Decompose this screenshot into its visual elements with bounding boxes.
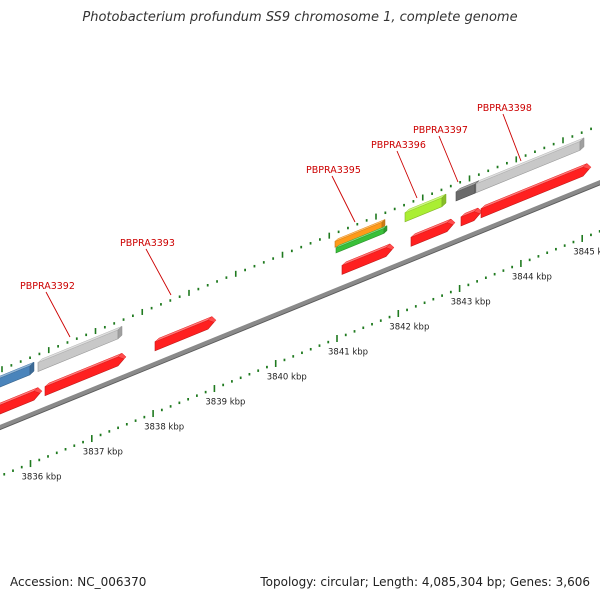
gene-label-pointer	[438, 135, 459, 183]
gene-label: PBPRA3395	[306, 165, 361, 176]
upper-track-ticks	[1, 127, 592, 373]
backbone-line	[0, 180, 600, 430]
cds-feature-tip-top	[207, 316, 217, 323]
scale-label: 3844 kbp	[512, 272, 552, 282]
gene-label-pointer	[502, 113, 522, 162]
scale-labels: 3836 kbp 3837 kbp 3838 kbp 3839 kbp 3840 kbp…	[22, 247, 600, 482]
gene-label-pointer	[331, 175, 356, 223]
scale-label: 3836 kbp	[22, 473, 62, 483]
gene-label-pointer	[45, 291, 71, 338]
cds-feature	[341, 243, 395, 275]
scale-label: 3841 kbp	[328, 348, 368, 358]
gene-labels: PBPRA3392 PBPRA3393 PBPRA3395 PBPRA3396 PBPR…	[20, 103, 532, 338]
page-title: Photobacterium profundum SS9 chromosome …	[82, 10, 518, 25]
gene-feature-green	[335, 225, 388, 254]
cds-feature	[0, 387, 43, 415]
cds-feature	[480, 163, 592, 219]
gene-feature-gray	[37, 325, 123, 372]
cds-feature	[460, 207, 483, 227]
cds-feature	[44, 352, 127, 397]
genome-summary-text: Topology: circular; Length: 4,085,304 bp…	[260, 575, 590, 589]
gene-feature-blue-face	[0, 365, 31, 388]
gene-feature-orange-end	[381, 218, 386, 229]
gene-feature-gray-2-end	[579, 137, 585, 151]
gene-feature-gray-2	[475, 137, 585, 194]
gene-label: PBPRA3397	[413, 125, 468, 136]
gene-features	[0, 137, 592, 415]
cds-feature-face	[460, 211, 481, 227]
cds-feature-tip-top	[446, 218, 456, 225]
gene-label: PBPRA3393	[120, 238, 175, 249]
scale-label: 3842 kbp	[389, 322, 429, 332]
chromosome-backbone	[0, 180, 600, 431]
scale-label: 3840 kbp	[267, 373, 307, 383]
gene-feature-gray-end	[117, 325, 123, 340]
gene-label-pointer	[145, 248, 172, 296]
cds-feature	[154, 316, 217, 352]
scale-ruler	[3, 230, 600, 476]
cds-feature-top	[480, 163, 588, 209]
cds-feature-tip-top	[117, 352, 127, 360]
scale-label: 3837 kbp	[83, 448, 123, 458]
gene-feature-orange	[334, 218, 386, 248]
gene-feature-green-end	[383, 225, 388, 234]
gene-label: PBPRA3398	[477, 103, 532, 114]
gene-label: PBPRA3392	[20, 281, 75, 292]
scale-label: 3839 kbp	[205, 398, 245, 408]
gene-feature-blue	[0, 361, 35, 388]
gene-label: PBPRA3396	[371, 140, 426, 151]
gene-feature-dark	[455, 180, 480, 202]
accession-text: Accession: NC_006370	[10, 575, 147, 589]
gene-feature-gray-top	[37, 326, 123, 363]
scale-label: 3838 kbp	[144, 423, 184, 433]
scale-label: 3843 kbp	[451, 297, 491, 307]
scale-label: 3845 kbp	[573, 247, 600, 257]
gene-feature-blue-end	[29, 361, 35, 376]
cds-feature	[410, 218, 456, 247]
gene-feature-lime-end	[441, 193, 447, 208]
gene-feature-lime	[404, 193, 447, 223]
cds-feature-tip-top	[33, 387, 43, 394]
gene-label-pointer	[396, 150, 418, 199]
cds-feature-tip-top	[385, 243, 395, 250]
cds-feature-tip-top	[582, 163, 592, 170]
gene-feature-gray-2-face	[475, 140, 581, 194]
